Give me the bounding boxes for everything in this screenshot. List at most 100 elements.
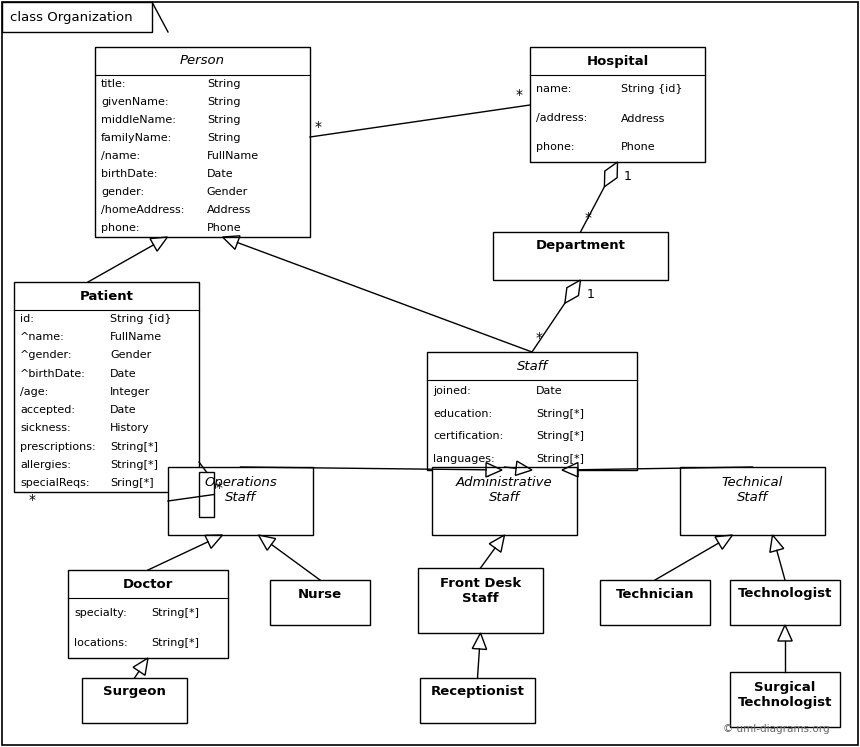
Text: education:: education: [433,409,492,419]
Bar [199,472,214,517]
Bar [2,2,152,32]
Text: Administrative
Staff: Administrative Staff [456,476,553,504]
Text: Technologist: Technologist [738,587,832,601]
Text: /homeAddress:: /homeAddress: [101,205,184,215]
Text: joined:: joined: [433,386,470,396]
Text: String: String [206,115,240,125]
Bar [68,570,228,658]
Text: phone:: phone: [536,143,574,152]
Text: Nurse: Nurse [298,587,342,601]
Text: 1: 1 [624,170,631,183]
Text: languages:: languages: [433,453,494,464]
Text: String[*]: String[*] [151,638,200,648]
Text: String: String [206,79,240,89]
Text: class Organization: class Organization [10,10,132,23]
Text: 1: 1 [587,288,594,301]
Text: Surgical
Technologist: Surgical Technologist [738,681,832,709]
Text: name:: name: [536,84,571,95]
Text: Sring[*]: Sring[*] [110,478,154,488]
Text: id:: id: [20,314,34,324]
Text: Department: Department [536,240,625,252]
Text: Gender: Gender [110,350,151,361]
Text: Staff: Staff [517,359,548,373]
Text: *: * [516,88,523,102]
Text: Phone: Phone [621,143,655,152]
Text: Person: Person [180,55,225,67]
Bar [420,678,535,723]
Text: /age:: /age: [20,387,48,397]
Text: String[*]: String[*] [151,608,200,618]
Text: allergies:: allergies: [20,459,71,470]
Text: String: String [206,97,240,107]
Text: Patient: Patient [80,290,133,303]
Text: givenName:: givenName: [101,97,169,107]
Text: Address: Address [621,114,666,123]
Text: prescriptions:: prescriptions: [20,441,95,451]
Text: Integer: Integer [110,387,150,397]
Bar [730,672,840,727]
Text: History: History [110,424,150,433]
Text: *: * [585,211,592,225]
Text: birthDate:: birthDate: [101,169,157,179]
Bar [270,580,370,625]
Text: *: * [216,481,223,495]
Text: String {id}: String {id} [621,84,683,95]
Text: Date: Date [536,386,562,396]
Text: Technical
Staff: Technical Staff [722,476,783,504]
Text: Doctor: Doctor [123,577,173,590]
Text: familyName:: familyName: [101,133,172,143]
Bar [680,467,825,535]
Text: *: * [29,493,36,507]
Bar [14,282,199,492]
Text: title:: title: [101,79,126,89]
Text: String[*]: String[*] [536,453,584,464]
Text: String[*]: String[*] [110,459,158,470]
Bar [95,47,310,237]
Text: *: * [536,331,543,345]
Bar [493,232,668,280]
Text: String {id}: String {id} [110,314,172,324]
Bar [432,467,577,535]
Text: ^birthDate:: ^birthDate: [20,369,86,379]
Text: Gender: Gender [206,187,248,197]
Text: © uml-diagrams.org: © uml-diagrams.org [723,724,830,734]
Text: sickness:: sickness: [20,424,71,433]
Bar [427,352,637,470]
Text: *: * [315,120,322,134]
Text: ^name:: ^name: [20,332,64,342]
Text: /name:: /name: [101,151,140,161]
Text: FullName: FullName [110,332,163,342]
Text: accepted:: accepted: [20,405,75,415]
Text: ^gender:: ^gender: [20,350,72,361]
Text: Operations
Staff: Operations Staff [204,476,277,504]
Text: String[*]: String[*] [110,441,158,451]
Text: Hospital: Hospital [587,55,648,67]
Text: locations:: locations: [74,638,127,648]
Bar [530,47,705,162]
Text: Date: Date [110,369,137,379]
Text: /address:: /address: [536,114,587,123]
Bar [730,580,840,625]
Text: FullName: FullName [206,151,259,161]
Text: gender:: gender: [101,187,144,197]
Text: specialReqs:: specialReqs: [20,478,89,488]
Bar [168,467,313,535]
Text: phone:: phone: [101,223,139,233]
Text: Receptionist: Receptionist [431,686,525,698]
Text: String: String [206,133,240,143]
Text: middleName:: middleName: [101,115,176,125]
Text: certification:: certification: [433,431,503,441]
Text: Phone: Phone [206,223,242,233]
Text: specialty:: specialty: [74,608,126,618]
Text: Address: Address [206,205,251,215]
Bar [418,568,543,633]
Text: Technician: Technician [616,587,694,601]
Text: Date: Date [206,169,233,179]
Text: Date: Date [110,405,137,415]
Bar [82,678,187,723]
Text: Front Desk
Staff: Front Desk Staff [439,577,521,605]
Text: Surgeon: Surgeon [103,686,166,698]
Text: String[*]: String[*] [536,409,584,419]
Bar [600,580,710,625]
Text: String[*]: String[*] [536,431,584,441]
